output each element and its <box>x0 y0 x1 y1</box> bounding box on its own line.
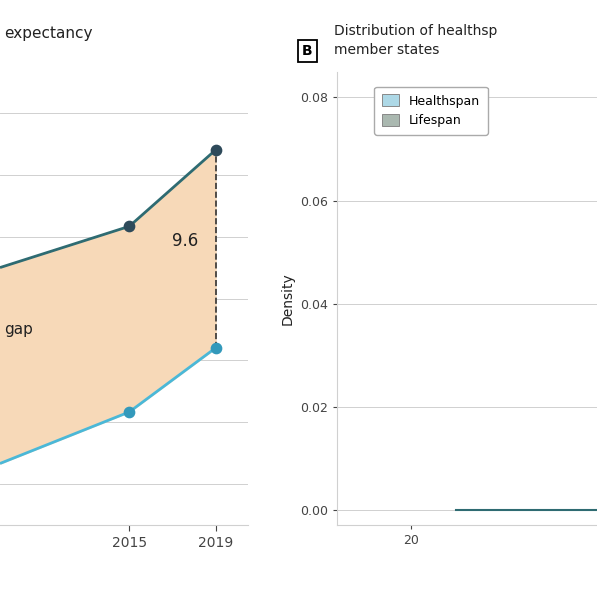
Point <box>211 343 220 353</box>
Point <box>125 407 134 417</box>
Text: gap: gap <box>4 322 33 337</box>
Text: 9.6: 9.6 <box>172 232 198 250</box>
Point <box>211 145 220 155</box>
Text: expectancy: expectancy <box>4 26 93 41</box>
Y-axis label: Density: Density <box>280 272 294 325</box>
Text: B: B <box>302 44 313 58</box>
Legend: Healthspan, Lifespan: Healthspan, Lifespan <box>374 87 488 135</box>
Text: Distribution of healthsp
member states: Distribution of healthsp member states <box>334 24 498 57</box>
Point <box>125 221 134 231</box>
